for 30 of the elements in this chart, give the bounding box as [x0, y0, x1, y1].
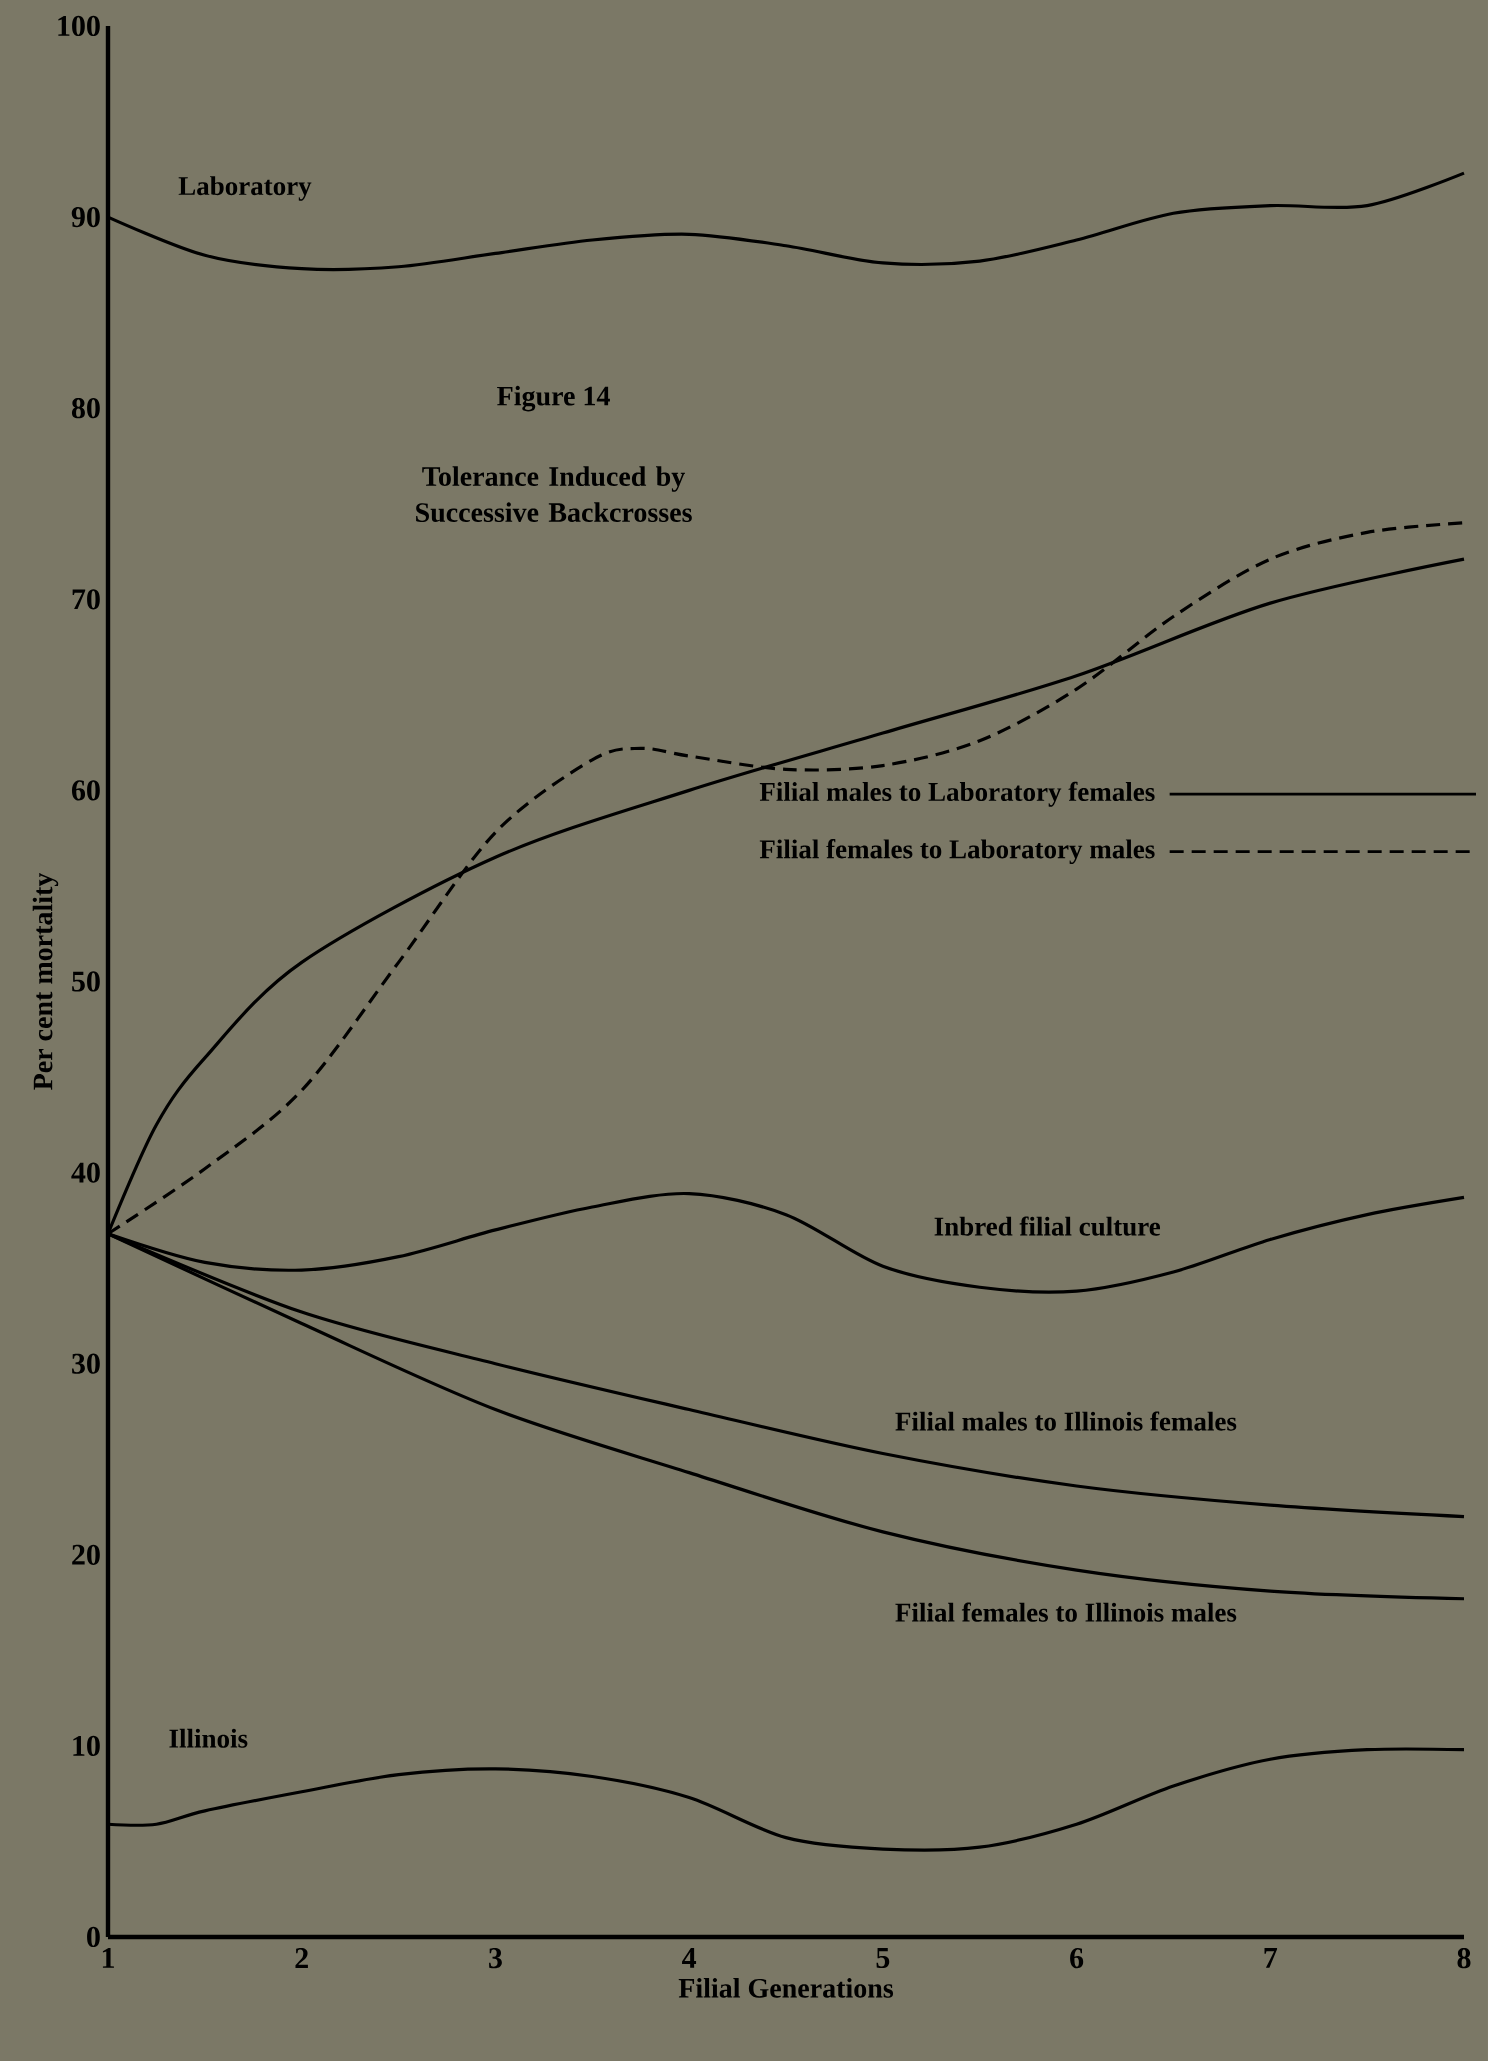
y-tick-label: 80: [71, 398, 100, 419]
y-tick-label: 40: [71, 1162, 100, 1183]
x-tick-label: 8: [1457, 1948, 1471, 1969]
x-tick-label: 5: [876, 1948, 890, 1968]
x-tick-label: 1: [102, 1948, 114, 1968]
y-tick-label: 20: [72, 1544, 100, 1565]
y-tick-label: 70: [72, 589, 100, 610]
series-label: Illinois: [169, 1728, 248, 1748]
text: Filial females to Laboratory males: [759, 839, 1155, 864]
y-tick-label: 30: [72, 1353, 100, 1374]
y-tick-label: 60: [71, 780, 100, 801]
x-tick-label: 7: [1264, 1948, 1278, 1968]
x-axis-title: Filial Generations: [678, 1978, 894, 1998]
text: Tolerance Induced by Successive Backcrosses: [416, 466, 692, 523]
x-tick-label: 3: [489, 1948, 502, 1969]
x-tick-label: 2: [295, 1948, 308, 1968]
y-tick-label: 0: [87, 1926, 100, 1948]
y-tick-label: 100: [58, 15, 100, 37]
series-label: Laboratory: [178, 176, 312, 201]
series-label: Filial males to Illinois females: [895, 1411, 1237, 1431]
series-label: Filial females to Illinois males: [895, 1602, 1237, 1622]
x-tick-label: 4: [682, 1948, 697, 1968]
series-label: Inbred filial culture: [934, 1216, 1161, 1236]
y-tick-label: 90: [71, 206, 100, 228]
y-tick-label: 50: [72, 971, 100, 992]
x-tick-label: 6: [1070, 1948, 1084, 1969]
text: Figure 14: [497, 385, 610, 412]
y-tick-label: 10: [73, 1735, 100, 1756]
series-label: Filial males to Laboratory females: [759, 781, 1155, 807]
y-axis-title: Per cent mortality: [32, 872, 59, 1090]
